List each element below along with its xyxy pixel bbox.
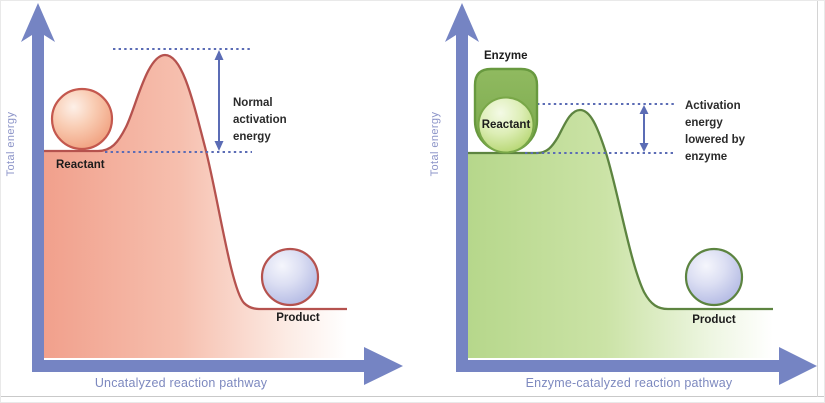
y-axis-label: Total energy (5, 111, 17, 177)
reactant-ball (477, 96, 535, 154)
product-ball (260, 247, 320, 307)
uncatalyzed-panel (21, 3, 403, 385)
catalyzed-energy-curve (468, 108, 773, 311)
x-axis-arrow (456, 347, 817, 385)
y-axis-arrow (445, 3, 479, 372)
frame-bottom-rule (1, 396, 824, 397)
uncatalyzed-energy-curve (44, 53, 347, 311)
y-axis-label: Total energy (429, 111, 441, 177)
x-axis-arrow (32, 347, 403, 385)
enzyme-label: Enzyme (484, 50, 528, 62)
frame-right-rule (817, 1, 818, 397)
reactant-label: Reactant (56, 159, 105, 171)
product-label: Product (692, 314, 736, 326)
reactant-label: Reactant (481, 119, 531, 131)
y-axis-arrow (21, 3, 55, 372)
x-axis-label: Uncatalyzed reaction pathway (94, 376, 268, 390)
product-ball (684, 247, 744, 307)
enzyme-catalyzed-panel (445, 3, 817, 385)
activation-energy-annotation: Normal activation energy (233, 97, 287, 143)
uncatalyzed-energy-area (44, 55, 347, 358)
catalyzed-energy-area (468, 110, 773, 358)
product-label: Product (276, 312, 320, 324)
activation-energy-double-arrow (214, 50, 224, 151)
reactant-ball (50, 87, 114, 151)
lowered-activation-annotation: Activation energy lowered by enzyme (685, 100, 746, 163)
x-axis-label: Enzyme-catalyzed reaction pathway (525, 376, 733, 390)
lowered-activation-double-arrow (639, 105, 649, 152)
